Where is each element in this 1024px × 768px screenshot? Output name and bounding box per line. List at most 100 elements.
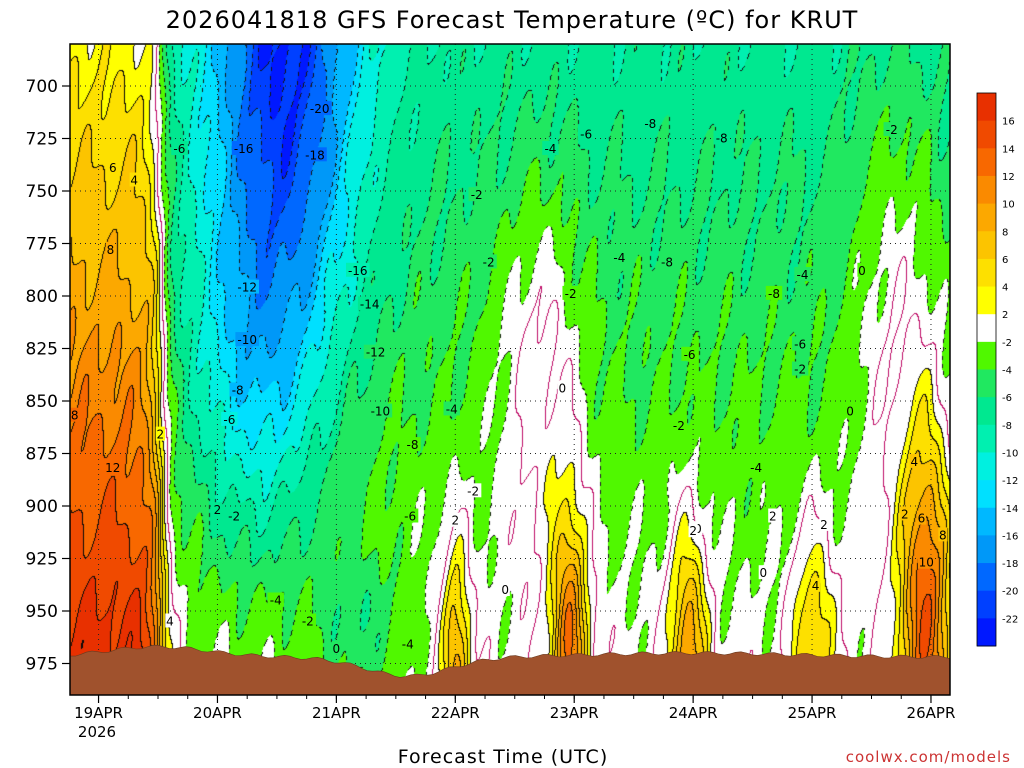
contour-label: -8 xyxy=(768,287,780,301)
contour-label-bg xyxy=(212,502,223,517)
contour-label-bg xyxy=(399,636,416,651)
contour-label: -4 xyxy=(446,402,458,416)
y-tick-label: 950 xyxy=(26,602,58,622)
contour-label-bg xyxy=(670,418,688,433)
contour-label: -8 xyxy=(232,384,244,398)
contour-label-bg xyxy=(480,254,497,269)
x-year-label: 2026 xyxy=(78,723,116,741)
colorbar-swatch xyxy=(977,286,996,315)
contour-label: -2 xyxy=(794,363,806,377)
contour-label-bg xyxy=(500,582,510,596)
colorbar-tick-label: -22 xyxy=(1002,614,1018,625)
contour-label: -8 xyxy=(644,117,656,131)
contour-label-bg xyxy=(464,483,482,498)
contour-label-bg xyxy=(155,426,165,441)
contour-label-bg xyxy=(747,460,765,475)
contour-label-bg xyxy=(811,577,821,592)
y-tick-label: 800 xyxy=(26,287,58,307)
contour-label-bg xyxy=(900,506,910,521)
colorbar-tick-label: -6 xyxy=(1002,393,1012,404)
contour-label: -8 xyxy=(716,132,728,146)
y-axis: 700 725 750 775 800 825 850 875 900 925 950 975 xyxy=(26,77,70,675)
contour-label-bg xyxy=(909,453,919,468)
terrain xyxy=(70,644,950,695)
contour-label: 0 xyxy=(333,642,341,656)
contour-label-bg xyxy=(681,346,698,361)
colorbar-tick-label: -8 xyxy=(1002,421,1012,432)
colorbar-swatch xyxy=(977,175,996,205)
contour-label: -2 xyxy=(673,419,685,433)
plot-frame xyxy=(69,43,951,696)
contour-label: -18 xyxy=(305,148,325,162)
x-axis-title: Forecast Time (UTC) xyxy=(398,746,608,768)
contour-label: -2 xyxy=(471,188,483,202)
contour-label-bg xyxy=(688,523,698,538)
contour-label-bg xyxy=(171,141,188,155)
contour-label-bg xyxy=(303,147,327,162)
contour-label: 12 xyxy=(105,461,120,475)
colorbar-tick-label: -2 xyxy=(1002,338,1012,349)
x-axis: 19APR 20APR 21APR 22APR 23APR 24APR 25APR 26APR xyxy=(74,695,955,722)
y-tick-label: 875 xyxy=(26,445,58,465)
contour-label: -6 xyxy=(173,142,185,156)
colorbar-tick-label: 16 xyxy=(1002,117,1015,128)
contour-label-bg xyxy=(70,407,80,422)
contour-label: 4 xyxy=(911,455,919,469)
contour-label: -12 xyxy=(237,281,257,295)
colorbar-tick-label: 2 xyxy=(1002,310,1008,321)
contour-label-bg xyxy=(542,141,559,155)
colorbar-swatch xyxy=(977,148,996,177)
contour-label: -2 xyxy=(467,484,479,498)
x-tick-label: 19APR xyxy=(74,704,123,722)
contour-label: 2 xyxy=(157,428,165,442)
contour-label-bg xyxy=(450,512,460,527)
x-tick-label: 25APR xyxy=(788,704,837,722)
contour-label-bg xyxy=(368,403,393,418)
contour-label: -4 xyxy=(402,638,414,652)
contour-label-bg xyxy=(642,115,659,130)
temperature-field-image xyxy=(70,44,950,695)
colorbar-swatch xyxy=(977,507,996,536)
colorbar-tick-label: -12 xyxy=(1002,476,1018,487)
y-tick-label: 925 xyxy=(26,550,58,570)
colorbar-tick-label: 10 xyxy=(1002,200,1015,211)
contour-label: -4 xyxy=(613,251,625,265)
contour-label-bg xyxy=(713,130,730,145)
colorbar-tick-label: -4 xyxy=(1002,366,1012,377)
contour-label: -16 xyxy=(348,264,368,278)
colorbar-tick-label: 14 xyxy=(1002,144,1015,155)
colorbar-tick-label: -14 xyxy=(1002,504,1018,515)
contour-label-bg xyxy=(658,254,676,269)
contour-label-bg xyxy=(235,332,259,347)
contour-label: -6 xyxy=(404,510,416,524)
contour-label-bg xyxy=(108,159,118,174)
contour-label-bg xyxy=(231,141,256,155)
contour-label-bg xyxy=(845,403,855,418)
contour-label: -6 xyxy=(794,337,806,351)
contour-label: -6 xyxy=(223,413,235,427)
contour-label: 2 xyxy=(689,524,697,538)
contour-label: 2 xyxy=(214,503,222,517)
contour-label-bg xyxy=(791,361,809,376)
terrain-surface xyxy=(70,644,950,695)
y-tick-label: 975 xyxy=(26,655,58,675)
contour-label-bg xyxy=(768,508,778,523)
contour-label: -4 xyxy=(544,142,556,156)
colorbar-swatch xyxy=(977,590,996,619)
contour-label: -16 xyxy=(234,142,254,156)
contour-label: 10 xyxy=(919,556,934,570)
credit-link[interactable]: coolwx.com/models xyxy=(846,748,1011,766)
contour-label-bg xyxy=(363,344,388,359)
contour-label-bg xyxy=(819,516,829,531)
contour-label-bg xyxy=(938,527,948,542)
colorbar-tick-label: -18 xyxy=(1002,559,1018,570)
colorbar-swatch xyxy=(977,397,996,426)
contour-label: -14 xyxy=(360,297,380,311)
contour-label-bg xyxy=(307,101,332,116)
contour-label-bg xyxy=(918,554,935,569)
contour-label: -20 xyxy=(310,102,330,116)
contour-label-bg xyxy=(225,508,243,523)
contour-label: 6 xyxy=(918,512,926,526)
contour-label: 2 xyxy=(769,510,777,524)
contour-label: 0 xyxy=(846,405,854,419)
